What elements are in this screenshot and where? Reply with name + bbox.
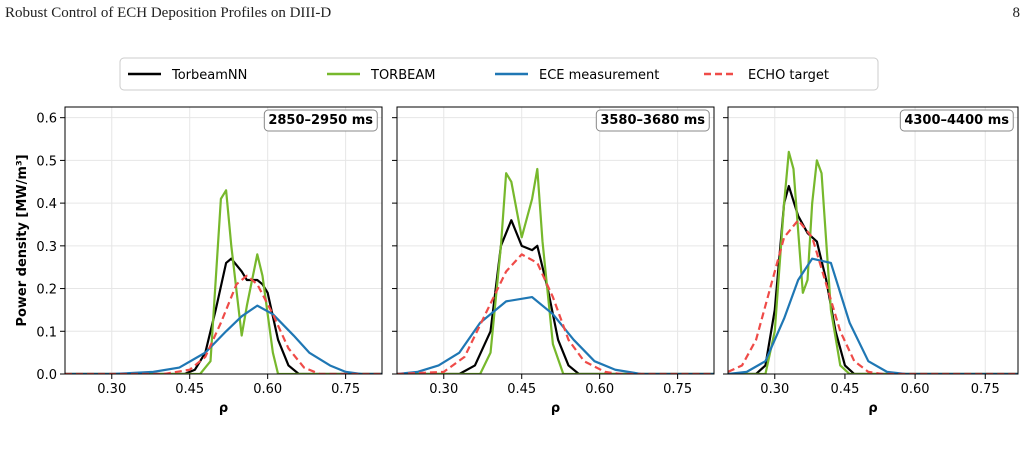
legend-label: TORBEAM: [370, 68, 435, 83]
x-tick-label: 0.60: [901, 382, 930, 397]
profile-line: [65, 304, 382, 374]
x-tick-label: 0.75: [331, 382, 360, 397]
plot-area: [65, 189, 382, 374]
time-window-label: 2850–2950 ms: [268, 113, 373, 128]
x-tick-label: 0.45: [175, 382, 204, 397]
y-tick-label: 0.2: [36, 283, 57, 298]
legend-label: ECE measurement: [539, 68, 659, 83]
x-tick-label: 0.60: [253, 382, 282, 397]
x-tick-label: 0.60: [585, 382, 614, 397]
profile-line: [397, 296, 714, 374]
y-tick-label: 0.4: [36, 197, 57, 212]
profile-line: [65, 274, 382, 374]
plot-area: [397, 167, 714, 374]
x-tick-label: 0.75: [971, 382, 1000, 397]
profile-line: [397, 253, 714, 374]
y-tick-label: 0.6: [36, 112, 57, 127]
legend-label: TorbeamNN: [171, 68, 247, 83]
y-tick-label: 0.0: [36, 368, 57, 383]
x-tick-label: 0.45: [507, 382, 536, 397]
page-number: 8: [1013, 5, 1021, 21]
profile-line: [728, 150, 1018, 374]
time-window-label: 4300–4400 ms: [904, 113, 1009, 128]
x-tick-label: 0.30: [760, 382, 789, 397]
y-tick-label: 0.3: [36, 240, 57, 255]
annotation-box: [899, 109, 1014, 132]
axes-frame: [396, 106, 715, 375]
x-axis-label: ρ: [551, 401, 560, 416]
y-axis-label: Power density [MW/m³]: [15, 154, 30, 326]
y-tick-label: 0.5: [36, 154, 57, 169]
y-tick-label: 0.1: [36, 325, 57, 340]
running-header: Robust Control of ECH Deposition Profile…: [5, 5, 331, 21]
x-tick-label: 0.75: [663, 382, 692, 397]
figure: 0.30 0.45 0.60 0.75 0.0 0.1 0.2 0.3 0.4 0.5 0.6 ρ Po…: [15, 57, 1019, 416]
profile-line: [728, 219, 1018, 374]
profile-line: [397, 219, 714, 374]
time-window-label: 3580–3680 ms: [600, 113, 705, 128]
annotation-box: [595, 109, 710, 132]
x-tick-label: 0.45: [830, 382, 859, 397]
profile-line: [65, 189, 382, 374]
x-axis-label: ρ: [219, 401, 228, 416]
x-axis-label: ρ: [868, 401, 877, 416]
plot-area: [728, 150, 1018, 374]
annotation-box: [263, 109, 378, 132]
legend-label: ECHO target: [748, 68, 829, 83]
profile-line: [397, 167, 714, 374]
x-tick-label: 0.30: [429, 382, 458, 397]
x-tick-label: 0.30: [97, 382, 126, 397]
axes-frame: [727, 106, 1019, 375]
profile-line: [728, 257, 1018, 374]
axes-frame: [64, 106, 383, 375]
